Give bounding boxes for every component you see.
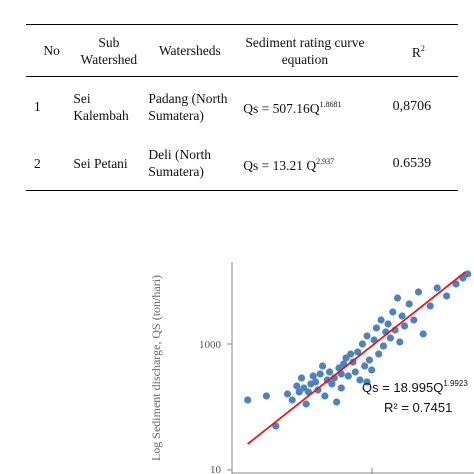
cell-no: 2 — [34, 155, 41, 171]
trend-equation: Qs = 18.995Q1.9923 — [362, 379, 468, 395]
data-point — [419, 330, 427, 338]
y-axis-label: Log Sediment discharge, QS (ton/hari) — [149, 275, 163, 461]
data-point — [344, 372, 352, 380]
data-point — [328, 380, 336, 388]
col-header-watersheds: Watersheds — [158, 43, 221, 58]
data-point — [302, 400, 310, 408]
data-point — [365, 356, 373, 364]
data-point — [356, 376, 364, 384]
cell-sub-watershed: Sei Kalembah — [73, 90, 129, 123]
data-point — [384, 320, 392, 328]
data-point — [342, 354, 350, 362]
col-header-equation: Sediment rating curve equation — [245, 34, 365, 67]
data-point — [410, 316, 418, 324]
data-point — [372, 324, 380, 332]
data-point — [368, 366, 376, 374]
data-point — [358, 340, 366, 348]
data-point — [321, 392, 329, 400]
data-point — [262, 392, 270, 400]
data-point — [319, 362, 327, 370]
table-header-row: No Sub Watershed Watersheds Sediment rat… — [26, 25, 458, 77]
cell-watershed: Padang (North Sumatera) — [148, 90, 228, 123]
data-point — [398, 312, 406, 320]
cell-r2: 0,8706 — [392, 99, 432, 115]
data-point — [452, 280, 460, 288]
cell-equation: Qs = 13.21 Q2.937 — [243, 156, 335, 173]
trend-r2: R² = 0.7451 — [384, 400, 452, 415]
data-point — [396, 338, 404, 346]
cell-sub-watershed: Sei Petani — [73, 155, 128, 171]
y-tick-label-1000: 1000 — [199, 339, 222, 351]
data-point — [316, 370, 324, 378]
data-point — [377, 316, 385, 324]
data-point — [363, 378, 371, 386]
data-point — [309, 372, 317, 380]
data-point — [326, 368, 334, 376]
data-point — [347, 350, 355, 358]
data-point — [363, 332, 371, 340]
data-point — [312, 378, 320, 386]
trend-line — [247, 271, 466, 445]
data-point — [288, 396, 296, 404]
data-point — [443, 292, 451, 300]
sediment-rating-table: No Sub Watershed Watersheds Sediment rat… — [26, 24, 458, 191]
sediment-scatter-chart: 1000 10 Log Sediment discharge, QS (ton/… — [149, 262, 474, 474]
cell-watershed: Deli (North Sumatera) — [148, 147, 212, 180]
data-point — [354, 348, 362, 356]
data-point — [283, 390, 292, 398]
y-tick-label-10: 10 — [210, 464, 222, 474]
data-point — [337, 384, 345, 392]
data-point — [464, 270, 472, 278]
data-point — [244, 396, 252, 404]
data-point — [379, 342, 387, 350]
data-point — [375, 350, 383, 358]
data-point — [400, 322, 409, 330]
data-point — [426, 302, 434, 310]
data-point — [295, 388, 303, 396]
data-point — [405, 300, 413, 308]
data-point — [361, 362, 369, 370]
cell-r2: 0.6539 — [392, 155, 432, 171]
cell-equation: Qs = 507.16Q1.8681 — [243, 100, 342, 117]
table-row: 2 Sei Petani Deli (North Sumatera) Qs = … — [26, 137, 458, 191]
data-point — [433, 284, 441, 292]
col-header-r2: R2 — [411, 44, 425, 60]
data-point — [297, 374, 306, 382]
data-point — [293, 382, 301, 390]
data-point — [386, 334, 394, 342]
data-point — [414, 288, 423, 296]
table-row: 1 Sei Kalembah Padang (North Sumatera) Q… — [26, 77, 458, 137]
data-point — [389, 308, 397, 316]
col-header-no: No — [43, 43, 60, 58]
col-header-sub-watershed: Sub Watershed — [80, 34, 138, 67]
data-point — [393, 294, 402, 302]
data-point — [333, 398, 341, 406]
data-point — [351, 368, 359, 376]
cell-no: 1 — [34, 99, 41, 115]
